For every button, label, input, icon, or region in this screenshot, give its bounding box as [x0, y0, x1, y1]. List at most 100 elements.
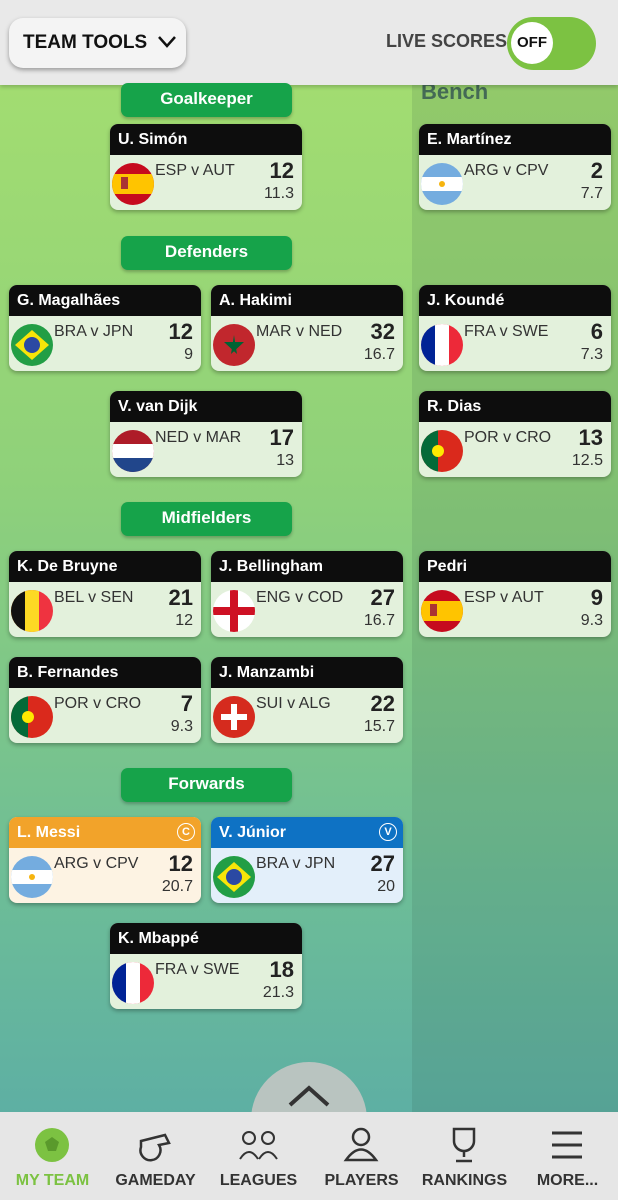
country-flag	[112, 962, 154, 1004]
player-card[interactable]: E. Martínez ARG v CPV 2 7.7	[419, 124, 611, 210]
player-name: E. Martínez	[427, 131, 512, 148]
section-label: Midfielders	[121, 502, 292, 536]
player-name-header: B. Fernandes	[9, 657, 201, 688]
team-tools-label: TEAM TOOLS	[23, 32, 148, 53]
country-flag	[421, 324, 463, 366]
player-name: B. Fernandes	[17, 664, 119, 681]
player-value: 11.3	[264, 185, 294, 202]
player-name: K. Mbappé	[118, 930, 199, 947]
player-name: J. Koundé	[427, 292, 505, 309]
player-card[interactable]: V. van Dijk NED v MAR 17 13	[110, 391, 302, 477]
match-label: NED v MAR	[155, 429, 242, 446]
section-label: Defenders	[121, 236, 292, 270]
player-card[interactable]: J. Bellingham ENG v COD 27 16.7	[211, 551, 403, 637]
nav-item[interactable]: RANKINGS	[421, 1172, 508, 1189]
player-name-header: U. Simón	[110, 124, 302, 155]
player-value: 12	[175, 612, 193, 629]
player-name: V. Júnior	[219, 824, 286, 841]
player-name-header: G. Magalhães	[9, 285, 201, 316]
player-name: J. Bellingham	[219, 558, 324, 575]
points: 21	[168, 585, 193, 610]
points: 18	[269, 957, 294, 982]
player-card[interactable]: R. Dias POR v CRO 13 12.5	[419, 391, 611, 477]
country-flag	[11, 696, 53, 738]
player-value: 7.3	[580, 346, 603, 363]
nav-item[interactable]: LEAGUES	[219, 1172, 298, 1189]
section-label: Goalkeeper	[121, 83, 292, 117]
player-name: R. Dias	[427, 398, 482, 415]
live-scores-label: LIVE SCORES	[386, 31, 508, 51]
player-value: 20	[377, 878, 395, 895]
points: 13	[578, 425, 603, 450]
player-name: L. Messi	[17, 824, 81, 841]
country-flag	[112, 430, 154, 472]
country-flag	[213, 324, 255, 366]
nav-item[interactable]: MY TEAM	[15, 1172, 90, 1189]
country-flag	[421, 430, 463, 472]
player-card[interactable]: B. Fernandes POR v CRO 7 9.3	[9, 657, 201, 743]
points: 9	[590, 585, 603, 610]
player-card[interactable]: K. De Bruyne BEL v SEN 21 12	[9, 551, 201, 637]
match-label: BRA v JPN	[256, 855, 336, 872]
points: 7	[180, 691, 193, 716]
player-value: 21.3	[262, 984, 294, 1001]
player-name: U. Simón	[118, 131, 188, 148]
country-flag	[421, 163, 463, 205]
points: 6	[590, 319, 603, 344]
team-tools-button[interactable]: TEAM TOOLS	[9, 18, 186, 68]
chevron-up	[288, 1085, 330, 1107]
player-value: 12.5	[571, 452, 603, 469]
nav-item[interactable]: GAMEDAY	[115, 1172, 196, 1189]
points: 12	[168, 851, 193, 876]
player-name-header: J. Bellingham	[211, 551, 403, 582]
player-name: G. Magalhães	[17, 292, 121, 309]
points: 27	[370, 851, 395, 876]
role-badge: V	[379, 823, 397, 841]
chevron-down	[158, 36, 176, 48]
toggle-knob: OFF	[511, 22, 553, 64]
player-name-header: J. Koundé	[419, 285, 611, 316]
match-label: ENG v COD	[256, 589, 344, 606]
player-value: 15.7	[363, 718, 395, 735]
player-card[interactable]: J. Manzambi SUI v ALG 22 15.7	[211, 657, 403, 743]
country-flag	[11, 590, 53, 632]
player-card[interactable]: U. Simón ESP v AUT 12 11.3	[110, 124, 302, 210]
country-flag	[213, 590, 255, 632]
player-name-header: J. Manzambi	[211, 657, 403, 688]
player-card[interactable]: L. Messi C ARG v CPV 12 20.7	[9, 817, 201, 903]
player-card[interactable]: K. Mbappé FRA v SWE 18 21.3	[110, 923, 302, 1009]
player-name-header: E. Martínez	[419, 124, 611, 155]
player-name: A. Hakimi	[219, 292, 292, 309]
player-name: J. Manzambi	[219, 664, 315, 681]
nav-icon	[35, 1128, 69, 1162]
player-card[interactable]: G. Magalhães BRA v JPN 12 9	[9, 285, 201, 371]
player-card[interactable]: V. Júnior V BRA v JPN 27 20	[211, 817, 403, 903]
points: 12	[168, 319, 193, 344]
player-name-header: Pedri	[419, 551, 611, 582]
player-card[interactable]: A. Hakimi MAR v NED 32 16.7	[211, 285, 403, 371]
nav-icon	[139, 1133, 171, 1162]
country-flag	[213, 696, 255, 738]
match-label: FRA v SWE	[464, 323, 549, 340]
player-value: 9.3	[580, 612, 603, 629]
match-label: ARG v CPV	[464, 162, 549, 179]
match-label: ARG v CPV	[54, 855, 139, 872]
nav-icon	[452, 1127, 476, 1163]
country-flag	[11, 324, 53, 366]
nav-item[interactable]: MORE...	[536, 1172, 599, 1189]
player-name-header: K. Mbappé	[110, 923, 302, 954]
nav-item[interactable]: PLAYERS	[324, 1172, 399, 1189]
points: 17	[269, 425, 294, 450]
player-card[interactable]: Pedri ESP v AUT 9 9.3	[419, 551, 611, 637]
player-value: 9	[184, 346, 193, 363]
player-name: K. De Bruyne	[17, 558, 118, 575]
country-flag	[421, 590, 463, 632]
country-flag	[112, 163, 154, 205]
player-value: 16.7	[363, 346, 395, 363]
points: 12	[269, 158, 294, 183]
player-value: 13	[276, 452, 294, 469]
player-name-header: L. Messi C	[9, 817, 201, 848]
player-value: 7.7	[580, 185, 603, 202]
player-card[interactable]: J. Koundé FRA v SWE 6 7.3	[419, 285, 611, 371]
player-value: 9.3	[170, 718, 193, 735]
